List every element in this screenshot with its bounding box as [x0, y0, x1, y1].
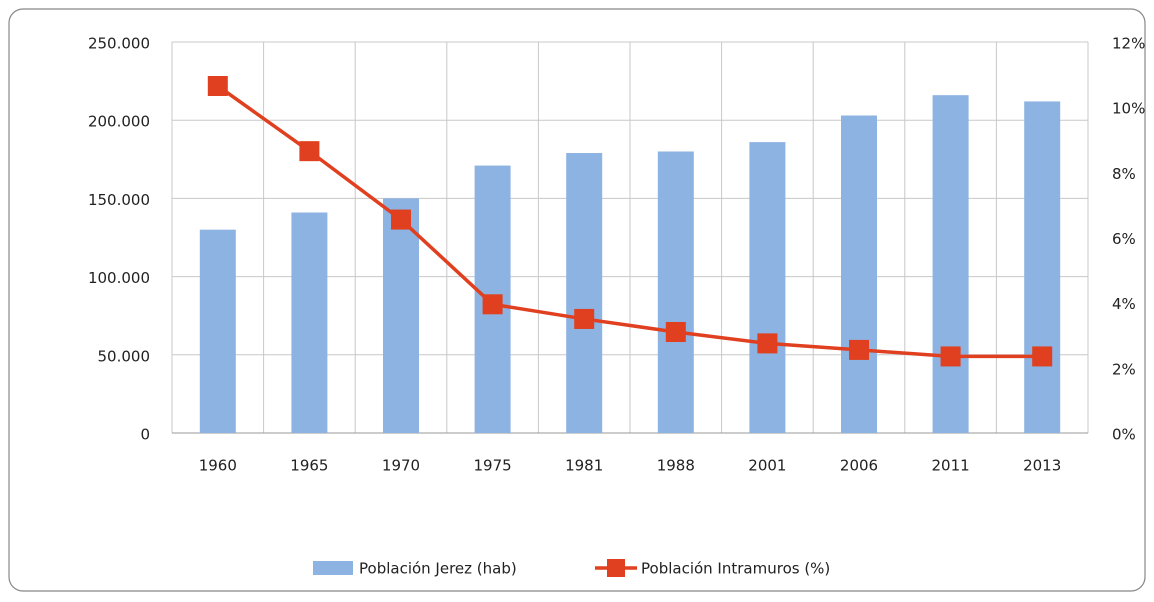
x-tick-label: 1988	[657, 457, 695, 475]
line-marker	[299, 141, 320, 162]
legend-label: Población Jerez (hab)	[359, 560, 517, 578]
y-tick-label: 0	[140, 426, 150, 444]
x-tick-label: 2011	[932, 457, 970, 475]
bar	[566, 153, 603, 433]
y-tick-label: 50.000	[98, 347, 151, 365]
x-tick-label: 1960	[199, 457, 237, 475]
legend-label: Población Intramuros (%)	[641, 560, 830, 578]
y-tick-label: 200.000	[88, 113, 150, 131]
y-tick-label: 100.000	[88, 269, 150, 287]
y-tick-label: 150.000	[88, 191, 150, 209]
bar	[749, 142, 786, 433]
line	[216, 84, 1043, 359]
line-marker	[207, 75, 228, 96]
bar	[657, 151, 694, 434]
bar	[199, 229, 236, 433]
line-marker	[757, 333, 778, 354]
line-marker	[482, 294, 503, 315]
y2-tick-label: 12%	[1112, 35, 1145, 53]
y2-tick-label: 8%	[1112, 165, 1136, 183]
line-marker	[574, 308, 595, 329]
legend-swatch	[313, 561, 353, 575]
x-tick-label: 2013	[1023, 457, 1061, 475]
line-marker	[849, 339, 869, 360]
line-marker	[665, 321, 686, 342]
line-marker	[940, 346, 961, 367]
bar	[291, 212, 328, 433]
y2-tick-label: 4%	[1112, 295, 1136, 313]
x-tick-label: 1970	[382, 457, 420, 475]
y2-tick-label: 0%	[1112, 426, 1136, 444]
bar	[1024, 101, 1061, 433]
bar	[841, 115, 877, 434]
y-tick-label: 250.000	[88, 35, 150, 53]
bar	[932, 95, 969, 434]
x-tick-label: 1981	[565, 457, 603, 475]
y2-tick-label: 2%	[1112, 360, 1136, 378]
x-tick-label: 1965	[290, 457, 328, 475]
bar	[383, 198, 419, 433]
legend-marker	[607, 559, 625, 577]
x-tick-label: 2006	[840, 457, 878, 475]
x-tick-label: 1975	[474, 457, 512, 475]
y2-tick-label: 10%	[1112, 100, 1145, 118]
line-marker	[391, 209, 411, 230]
line-marker	[1032, 346, 1053, 367]
y2-tick-label: 6%	[1112, 230, 1136, 248]
x-tick-label: 2001	[748, 457, 786, 475]
